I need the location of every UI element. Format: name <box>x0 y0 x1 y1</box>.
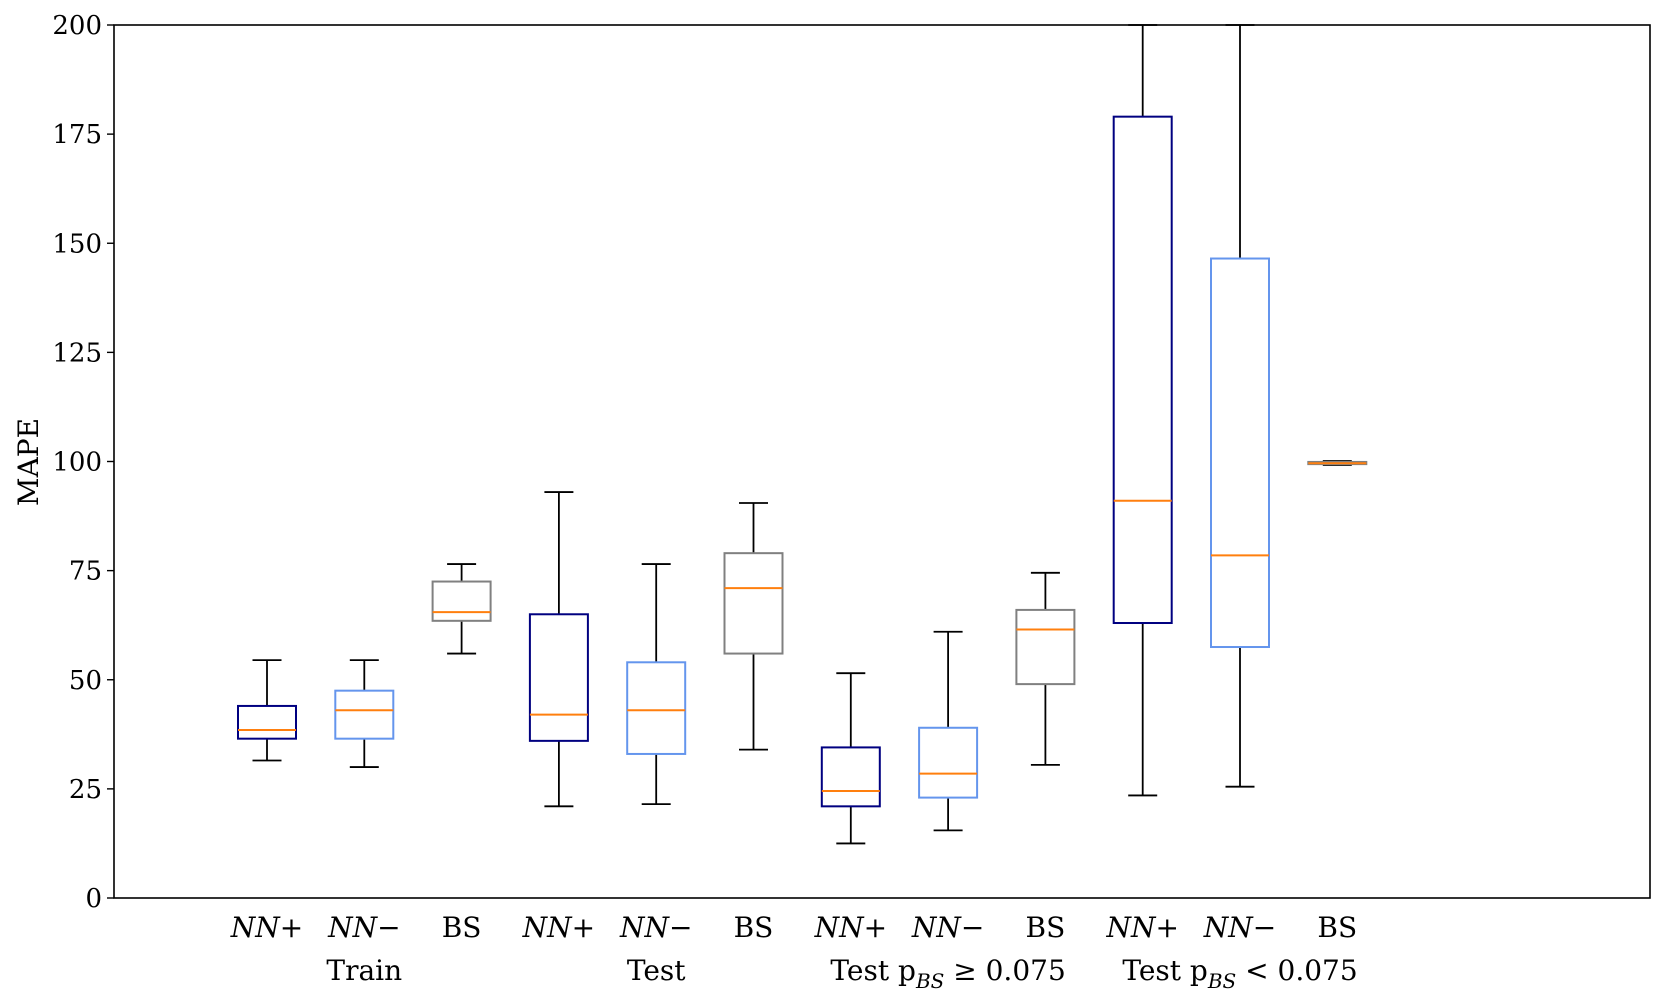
group-label-text: Test p <box>830 954 916 987</box>
y-axis-label: MAPE <box>12 418 45 506</box>
box-nnminus-3 <box>918 630 979 832</box>
iqr-box <box>1015 608 1076 686</box>
y-tick-label: 175 <box>52 120 102 150</box>
box-nnplus-3 <box>820 672 881 845</box>
category-label: NN− <box>911 911 984 944</box>
plot-area-frame <box>113 24 1651 899</box>
category-label: NN− <box>619 911 692 944</box>
group-label: Test pBS ≥ 0.075 <box>830 954 1065 993</box>
y-tick-label: 150 <box>52 229 102 259</box>
category-label: BS <box>1026 911 1066 944</box>
box-nnplus-2 <box>528 491 589 808</box>
category-label: NN+ <box>814 911 887 944</box>
box-bs-3 <box>1015 571 1076 766</box>
y-axis: 0 25 50 75 100 125 150 175 200 <box>52 11 114 914</box>
group-label-condition: ≥ 0.075 <box>944 954 1065 987</box>
iqr-box <box>1210 257 1270 649</box>
box-nnminus-1 <box>334 659 395 768</box>
iqr-box <box>626 661 687 755</box>
box-nnminus-4 <box>1210 24 1270 788</box>
category-label: BS <box>734 911 774 944</box>
y-tick-label: 200 <box>52 11 102 41</box>
group-label: Train <box>326 954 402 987</box>
category-label: BS <box>442 911 482 944</box>
box-nnminus-2 <box>626 563 687 806</box>
boxes-layer <box>237 24 1368 845</box>
group-label-text: Test p <box>1122 954 1208 987</box>
group-label: Test <box>627 954 686 987</box>
category-label: NN− <box>1203 911 1276 944</box>
group-label-subscript: BS <box>915 969 944 993</box>
category-label: NN+ <box>1105 911 1178 944</box>
iqr-box <box>334 689 395 740</box>
iqr-box <box>1112 115 1173 625</box>
iqr-box <box>431 580 492 622</box>
y-tick-label: 125 <box>52 338 102 368</box>
iqr-box <box>237 704 297 740</box>
box-bs-4 <box>1307 460 1368 466</box>
y-tick-label: 50 <box>69 666 102 696</box>
y-tick-label: 0 <box>85 884 102 914</box>
iqr-box <box>918 726 979 799</box>
box-bs-1 <box>431 563 492 655</box>
iqr-box <box>528 613 589 742</box>
category-label: BS <box>1317 911 1357 944</box>
box-nnplus-4 <box>1112 24 1173 797</box>
box-bs-2 <box>723 502 784 751</box>
iqr-box <box>820 746 881 808</box>
group-label-condition: < 0.075 <box>1236 954 1357 987</box>
category-label: NN+ <box>522 911 595 944</box>
y-tick-label: 100 <box>52 448 102 478</box>
category-label: NN− <box>327 911 400 944</box>
y-tick-label: 75 <box>69 557 102 587</box>
group-label: Test pBS < 0.075 <box>1122 954 1357 993</box>
iqr-box <box>723 552 784 655</box>
y-tick-label: 25 <box>69 775 102 805</box>
category-label: NN+ <box>230 911 303 944</box>
box-nnplus-1 <box>237 659 297 762</box>
group-label-subscript: BS <box>1207 969 1236 993</box>
